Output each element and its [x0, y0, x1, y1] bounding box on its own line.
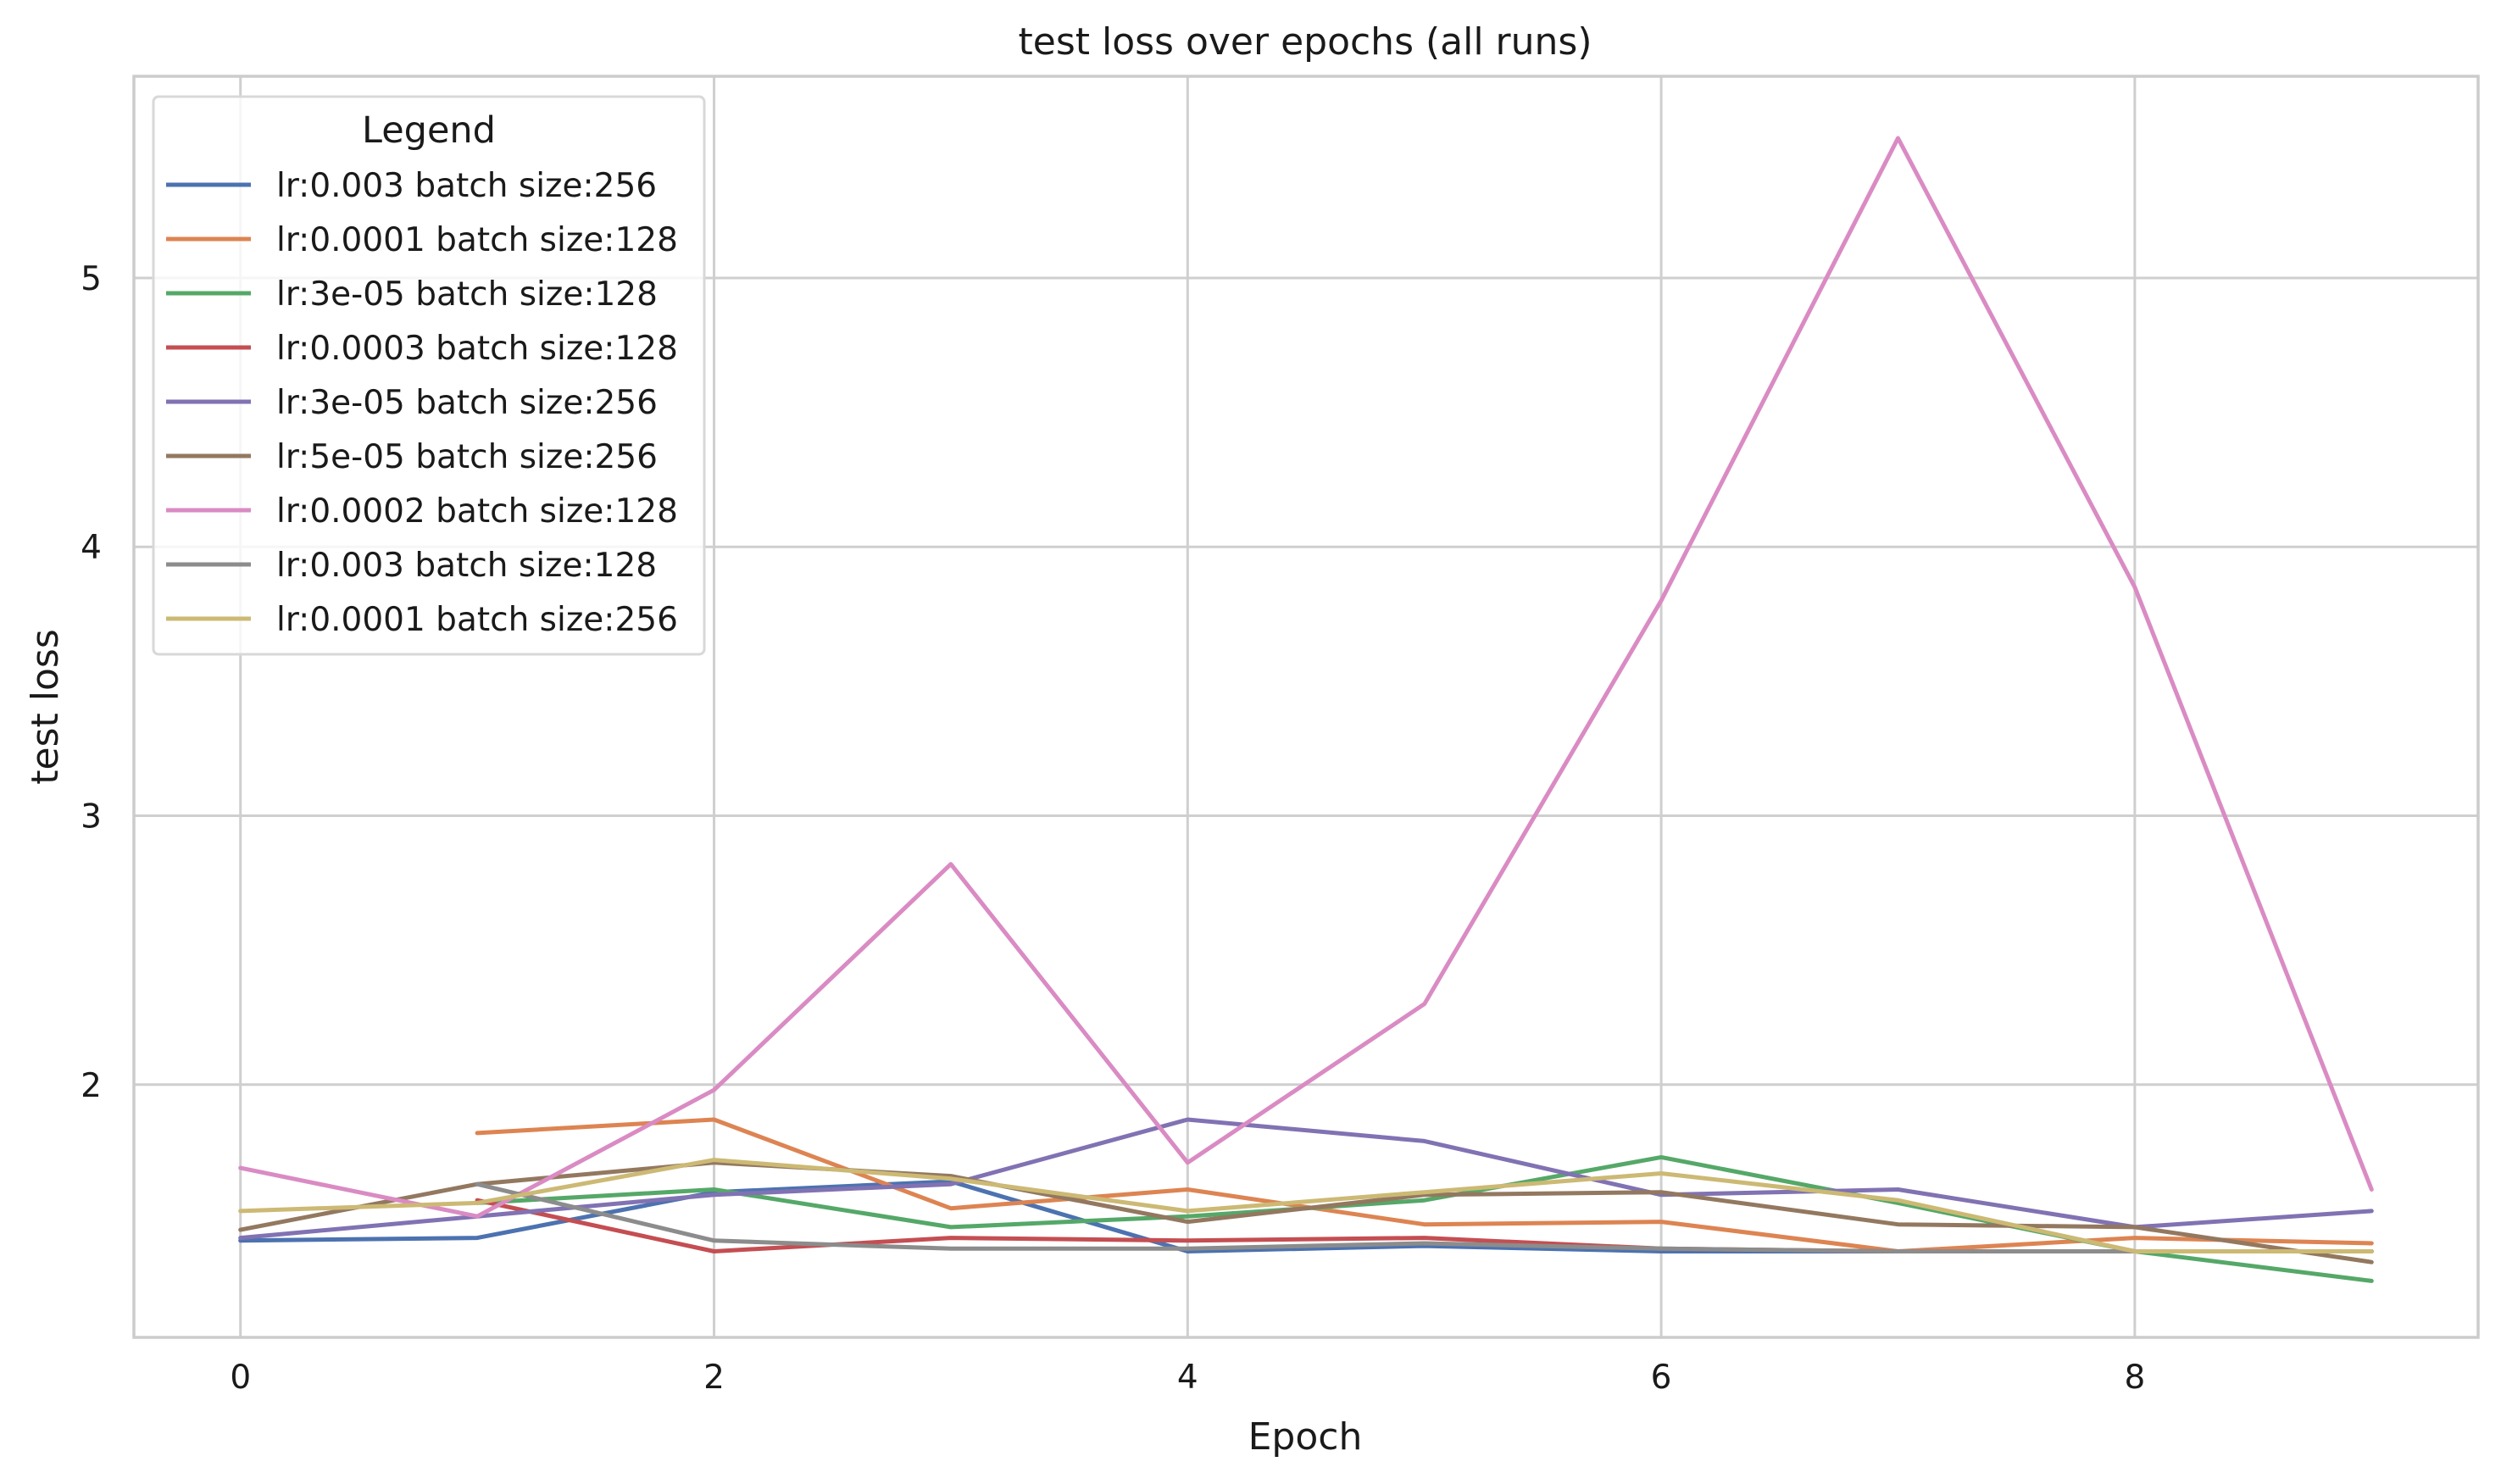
series-line-8: [475, 1181, 2374, 1253]
legend-box: [152, 95, 706, 656]
series-line-2: [475, 1117, 2374, 1253]
legend-entry-label: lr:5e-05 batch size:256: [276, 438, 658, 476]
plot-frame: [132, 75, 2480, 1339]
series-line-5: [238, 1117, 2374, 1241]
legend: Legend lr:0.003 batch size:256 lr:0.0001 …: [152, 95, 706, 656]
x-tick-label: 0: [230, 1359, 251, 1397]
y-tick-label: 4: [81, 529, 102, 567]
y-tick-label: 5: [81, 260, 102, 298]
legend-entry-label: lr:3e-05 batch size:256: [276, 384, 658, 422]
series-line-9: [238, 1158, 2374, 1253]
x-axis-label: Epoch: [1248, 1415, 1363, 1459]
x-tick-label: 4: [1177, 1359, 1198, 1397]
legend-entry-label: lr:0.003 batch size:256: [276, 167, 657, 205]
y-axis-label: test loss: [24, 629, 67, 784]
legend-entry-label: lr:3e-05 batch size:128: [276, 275, 658, 314]
tick-layer: 0 2 4 6 8 2 3 4 5: [81, 260, 2145, 1397]
legend-entry-label: lr:0.003 batch size:128: [276, 547, 657, 585]
y-tick-label: 3: [81, 798, 102, 836]
series-layer: [238, 136, 2374, 1283]
legend-title: Legend: [362, 109, 496, 152]
x-tick-label: 6: [1651, 1359, 1672, 1397]
legend-entry-label: lr:0.0003 batch size:128: [276, 330, 678, 368]
chart-title: test loss over epochs (all runs): [1019, 20, 1592, 64]
y-tick-label: 2: [81, 1067, 102, 1105]
x-tick-label: 2: [703, 1359, 725, 1397]
legend-entry-label: lr:0.0002 batch size:128: [276, 492, 678, 531]
x-tick-label: 8: [2124, 1359, 2145, 1397]
legend-entry-label: lr:0.0001 batch size:256: [276, 601, 678, 639]
legend-entry-label: lr:0.0001 batch size:128: [276, 221, 678, 259]
series-line-7: [238, 136, 2374, 1219]
legend-items: lr:0.003 batch size:256 lr:0.0001 batch s…: [166, 167, 678, 639]
